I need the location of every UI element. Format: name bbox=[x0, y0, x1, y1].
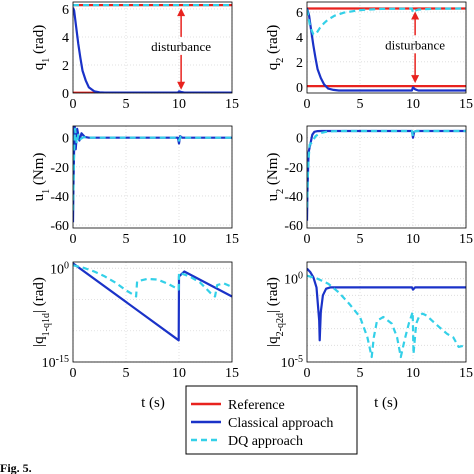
plot-area-q1 bbox=[73, 2, 232, 93]
axes-frame-e2 bbox=[306, 261, 467, 363]
series-line-e2-dq-approach bbox=[307, 274, 466, 359]
legend: Reference Classical approach DQ approach bbox=[185, 385, 358, 455]
panel-q2: 0 5 10 15 0 2 4 6 q2 (rad) disturbance bbox=[265, 1, 473, 112]
panel-e2: 0 5 10 15 10-5 100|q2-q2d| (rad) bbox=[265, 261, 473, 381]
y-tick-label-q1: 0 bbox=[62, 87, 69, 102]
x-tick-label-u1: 0 bbox=[70, 232, 77, 247]
axes-frame-u1 bbox=[72, 125, 233, 229]
y-tick-label-q2: 0 bbox=[296, 81, 303, 96]
y-tick-label-q1: 4 bbox=[62, 31, 69, 46]
series-group-u2 bbox=[307, 129, 466, 221]
y-axis-label-q1: q1 (rad) bbox=[31, 25, 52, 70]
series-group-e1 bbox=[73, 262, 232, 342]
series-line-e1-dq-approach bbox=[73, 264, 232, 298]
annotation-arrowhead-q1 bbox=[177, 8, 186, 17]
x-tick-label-e1: 10 bbox=[172, 366, 186, 381]
y-axis-label-u2: u2 (Nm) bbox=[265, 153, 286, 202]
y-tick-label-q2: 4 bbox=[296, 31, 303, 46]
y-tick-label-e2: 100 bbox=[284, 270, 303, 288]
axes-frame-u2 bbox=[306, 125, 467, 229]
legend-box bbox=[185, 385, 358, 455]
y-tick-label-e2: 10-5 bbox=[281, 354, 303, 372]
y-tick-label-u2: -60 bbox=[284, 219, 303, 234]
y-axis-label-e1: |q1-q1d| (rad) bbox=[31, 277, 52, 347]
x-tick-label-q1: 10 bbox=[172, 97, 186, 112]
panel-u1: 0 5 10 15 -60 -40 -20 0 u1 (Nm) bbox=[31, 125, 239, 247]
panel-q1: 0 5 10 15 0 2 4 6 q1 (rad) disturbance bbox=[31, 1, 239, 112]
plot-area-e1 bbox=[73, 262, 232, 362]
y-tick-label-u1: -20 bbox=[50, 161, 69, 176]
series-line-q2-dq-approach bbox=[307, 7, 466, 36]
y-tick-label-q2: 6 bbox=[296, 6, 303, 21]
legend-label-reference: Reference bbox=[228, 398, 285, 413]
y-tick-label-q1: 2 bbox=[62, 59, 69, 74]
x-tick-label-e2: 10 bbox=[406, 366, 420, 381]
y-axis-label-e2: |q2-q2d| (rad) bbox=[265, 277, 286, 347]
legend-label-dq: DQ approach bbox=[228, 434, 303, 449]
x-tick-label-q1: 15 bbox=[225, 97, 239, 112]
x-tick-label-u2: 0 bbox=[304, 232, 311, 247]
annotation-arrowhead-q1 bbox=[177, 81, 186, 90]
x-tick-label-u2: 5 bbox=[357, 232, 364, 247]
x-axis-labels: t (s) t (s) bbox=[141, 395, 398, 411]
y-tick-label-u1: -40 bbox=[50, 190, 69, 205]
annotation-arrowhead-q2 bbox=[411, 75, 420, 84]
y-tick-label-u1: -60 bbox=[50, 219, 69, 234]
y-axis-label-u1: u1 (Nm) bbox=[31, 153, 52, 202]
x-tick-label-u1: 15 bbox=[225, 232, 239, 247]
x-tick-label-e1: 5 bbox=[123, 366, 130, 381]
x-tick-label-u1: 10 bbox=[172, 232, 186, 247]
x-tick-label-u2: 15 bbox=[459, 232, 473, 247]
axes-frame-e1 bbox=[72, 261, 233, 363]
series-group-e2 bbox=[307, 267, 466, 359]
y-axis-label-q2: q2 (rad) bbox=[265, 25, 286, 70]
x-tick-label-e1: 0 bbox=[70, 366, 77, 381]
x-tick-label-q1: 0 bbox=[70, 97, 77, 112]
series-line-e2-classical-approach bbox=[307, 267, 466, 342]
x-tick-label-u2: 10 bbox=[406, 232, 420, 247]
legend-label-classical: Classical approach bbox=[228, 416, 333, 431]
annotation-text-q1: disturbance bbox=[151, 39, 211, 54]
x-tick-label-u1: 5 bbox=[123, 232, 130, 247]
x-tick-label-e2: 15 bbox=[459, 366, 473, 381]
x-axis-label-left: t (s) bbox=[141, 395, 165, 411]
series-group-q2 bbox=[307, 7, 466, 92]
y-tick-label-q2: 2 bbox=[296, 56, 303, 71]
y-tick-label-u2: -40 bbox=[284, 190, 303, 205]
y-tick-label-u1: 0 bbox=[62, 132, 69, 147]
panel-e1: 0 5 10 15 10-15 100|q1-q1d| (rad) bbox=[31, 260, 239, 381]
series-line-u2-classical-approach bbox=[307, 129, 466, 221]
plot-area-u1 bbox=[73, 126, 232, 228]
series-line-q2-classical-approach bbox=[307, 7, 466, 92]
y-tick-label-u2: 0 bbox=[296, 132, 303, 147]
plot-area-u2 bbox=[307, 126, 466, 228]
figure-caption: Fig. 5. bbox=[0, 461, 32, 474]
x-tick-label-e2: 5 bbox=[357, 366, 364, 381]
x-tick-label-q2: 0 bbox=[304, 97, 311, 112]
x-tick-label-q1: 5 bbox=[123, 97, 130, 112]
series-line-q1-classical-approach bbox=[73, 7, 232, 93]
y-tick-label-u2: -20 bbox=[284, 161, 303, 176]
y-tick-label-e1: 10-15 bbox=[42, 354, 69, 372]
annotation-arrowhead-q2 bbox=[411, 11, 420, 20]
x-tick-label-q2: 10 bbox=[406, 97, 420, 112]
x-tick-label-q2: 5 bbox=[357, 97, 364, 112]
y-tick-label-q1: 6 bbox=[62, 3, 69, 18]
series-line-u2-dq-approach bbox=[307, 129, 466, 208]
x-tick-label-e1: 15 bbox=[225, 366, 239, 381]
x-tick-label-q2: 15 bbox=[459, 97, 473, 112]
axes-frame-q2 bbox=[306, 1, 467, 94]
series-line-u1-dq-approach bbox=[73, 127, 232, 211]
x-tick-label-e2: 0 bbox=[304, 366, 311, 381]
panel-u2: 0 5 10 15 -60 -40 -20 0 u2 (Nm) bbox=[265, 125, 473, 247]
x-axis-label-right: t (s) bbox=[374, 395, 398, 411]
y-tick-label-e1: 100 bbox=[50, 260, 69, 278]
axes-frame-q1 bbox=[72, 1, 233, 94]
annotation-text-q2: disturbance bbox=[385, 37, 445, 52]
series-group-u1 bbox=[73, 126, 232, 223]
